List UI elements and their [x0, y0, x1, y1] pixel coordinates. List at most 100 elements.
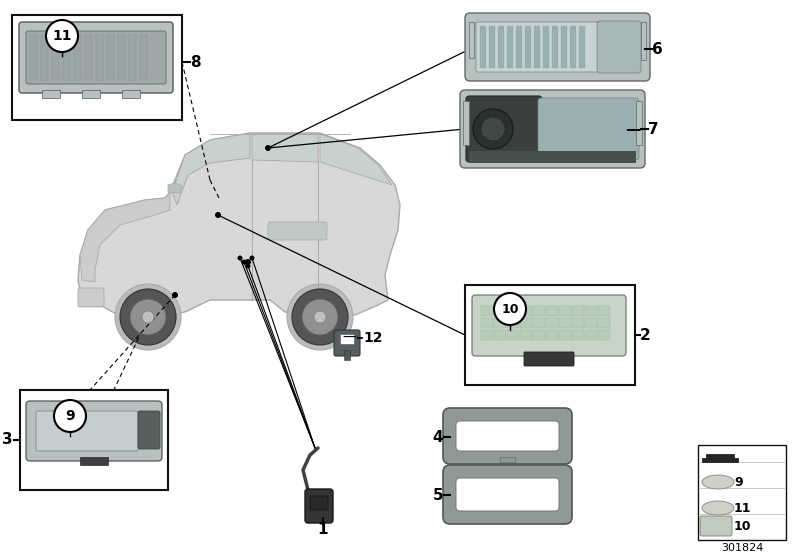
FancyBboxPatch shape: [310, 496, 328, 510]
Bar: [507, 26, 513, 68]
Bar: [469, 22, 474, 58]
Bar: [30, 35, 37, 80]
Circle shape: [215, 212, 221, 218]
FancyBboxPatch shape: [26, 401, 162, 461]
Bar: [520, 318, 532, 328]
Bar: [525, 26, 531, 68]
Bar: [533, 330, 545, 340]
Bar: [534, 26, 540, 68]
Bar: [463, 101, 469, 145]
Bar: [520, 330, 532, 340]
Circle shape: [46, 20, 78, 52]
Circle shape: [54, 400, 86, 432]
Text: 10: 10: [734, 520, 751, 533]
FancyBboxPatch shape: [700, 516, 732, 536]
Bar: [570, 26, 576, 68]
Bar: [85, 35, 92, 80]
Bar: [63, 35, 70, 80]
Text: 6: 6: [652, 41, 662, 57]
Circle shape: [473, 109, 513, 149]
Text: 9: 9: [65, 409, 75, 423]
Bar: [572, 330, 584, 340]
Bar: [107, 35, 114, 80]
Bar: [82, 90, 100, 98]
Text: 12: 12: [363, 331, 382, 345]
FancyBboxPatch shape: [334, 330, 360, 356]
Text: 7: 7: [648, 122, 658, 137]
Bar: [500, 457, 515, 462]
Bar: [533, 318, 545, 328]
Bar: [42, 90, 60, 98]
Bar: [559, 330, 571, 340]
FancyBboxPatch shape: [305, 489, 333, 523]
Ellipse shape: [702, 475, 734, 489]
Text: 3: 3: [2, 432, 13, 447]
Bar: [546, 306, 558, 316]
Circle shape: [238, 255, 242, 260]
Polygon shape: [702, 454, 738, 462]
Bar: [559, 318, 571, 328]
Circle shape: [172, 292, 178, 298]
FancyBboxPatch shape: [36, 411, 138, 451]
Bar: [507, 306, 519, 316]
Bar: [585, 318, 597, 328]
Bar: [52, 35, 59, 80]
Circle shape: [115, 284, 181, 350]
Bar: [516, 26, 522, 68]
Bar: [489, 26, 495, 68]
Bar: [546, 318, 558, 328]
Bar: [533, 306, 545, 316]
Text: 2: 2: [640, 328, 650, 343]
FancyBboxPatch shape: [476, 22, 600, 72]
FancyBboxPatch shape: [19, 22, 173, 93]
Polygon shape: [78, 133, 400, 318]
Bar: [561, 26, 567, 68]
Circle shape: [245, 259, 251, 265]
Text: 301824: 301824: [721, 543, 763, 553]
Bar: [481, 318, 493, 328]
Bar: [140, 35, 147, 80]
Polygon shape: [252, 134, 318, 162]
Bar: [585, 306, 597, 316]
Ellipse shape: [702, 501, 734, 515]
Bar: [552, 26, 558, 68]
Bar: [498, 26, 504, 68]
Bar: [465, 285, 635, 385]
Bar: [641, 22, 646, 60]
Circle shape: [120, 289, 176, 345]
FancyBboxPatch shape: [268, 222, 327, 240]
Bar: [543, 26, 549, 68]
Bar: [80, 457, 108, 465]
FancyBboxPatch shape: [465, 13, 650, 81]
Bar: [598, 306, 610, 316]
Bar: [520, 306, 532, 316]
Bar: [480, 26, 486, 68]
Bar: [129, 35, 136, 80]
Circle shape: [287, 284, 353, 350]
Bar: [122, 90, 140, 98]
Circle shape: [314, 311, 326, 323]
Bar: [585, 330, 597, 340]
Circle shape: [246, 264, 250, 268]
Bar: [572, 306, 584, 316]
FancyBboxPatch shape: [26, 31, 166, 84]
FancyBboxPatch shape: [456, 478, 559, 511]
Bar: [340, 334, 354, 344]
Circle shape: [292, 289, 348, 345]
Bar: [636, 101, 642, 145]
Bar: [598, 318, 610, 328]
Bar: [20, 390, 168, 490]
Bar: [507, 318, 519, 328]
Bar: [481, 330, 493, 340]
Bar: [598, 330, 610, 340]
Polygon shape: [168, 183, 182, 193]
Polygon shape: [80, 192, 170, 282]
FancyBboxPatch shape: [460, 90, 645, 168]
Text: —: —: [342, 331, 356, 345]
Bar: [546, 330, 558, 340]
Bar: [698, 445, 786, 540]
Bar: [344, 350, 350, 360]
Text: 11: 11: [734, 502, 751, 515]
Bar: [118, 35, 125, 80]
Circle shape: [302, 299, 338, 335]
